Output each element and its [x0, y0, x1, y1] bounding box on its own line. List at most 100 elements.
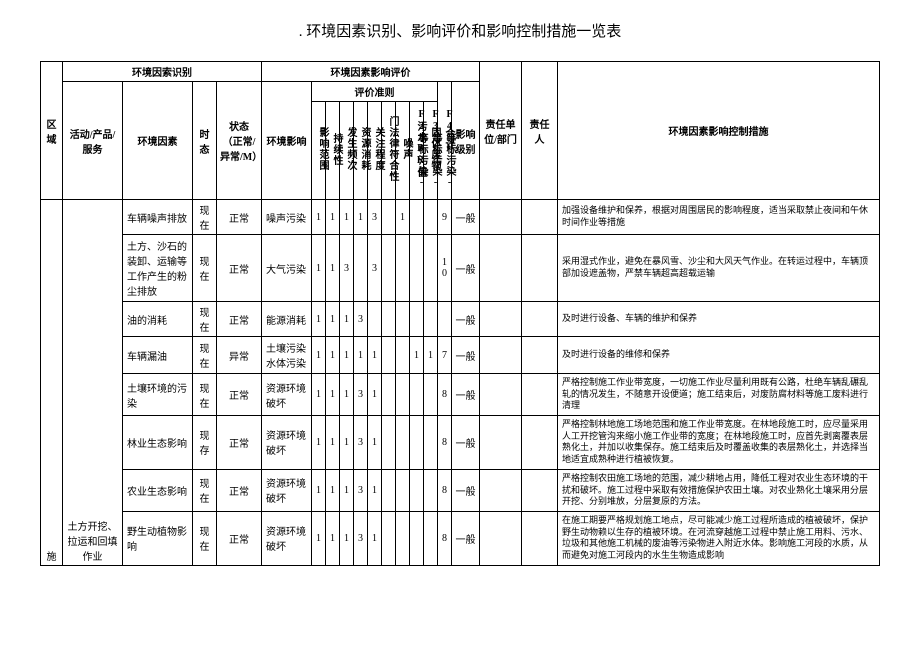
value-cell: 1 — [312, 235, 326, 302]
value-cell: 1 — [326, 469, 340, 511]
dept-cell — [480, 511, 522, 565]
h-region: 区域 — [41, 62, 63, 200]
value-cell: 9 — [438, 200, 452, 235]
state-cell: 正常 — [217, 511, 262, 565]
state-cell: 正常 — [217, 416, 262, 470]
measures-cell: 采用湿式作业，避免在暴风雪、沙尘和大风天气作业。在转运过程中，车辆顶部加设遮盖物… — [558, 235, 880, 302]
value-cell: 1 — [424, 337, 438, 374]
value-cell: 1 — [368, 337, 382, 374]
h-tense: 时态 — [193, 82, 217, 200]
value-cell: 3 — [368, 200, 382, 235]
level-cell: 一般 — [452, 235, 480, 302]
value-cell: 1 — [312, 416, 326, 470]
value-cell: 1 — [368, 469, 382, 511]
dept-cell — [480, 200, 522, 235]
table-row: 土壤环境的污染现在正常资源环境破坏111318一般严格控制施工作业带宽度，一切施… — [41, 374, 880, 416]
value-cell: 3 — [354, 374, 368, 416]
person-cell — [522, 469, 558, 511]
h-measures: 环境因素影响控制措施 — [558, 62, 880, 200]
level-cell: 一般 — [452, 416, 480, 470]
value-cell — [424, 511, 438, 565]
level-cell: 一般 — [452, 200, 480, 235]
state-cell: 正常 — [217, 469, 262, 511]
h-impact: 环境影响 — [262, 82, 312, 200]
tense-cell: 现在 — [193, 200, 217, 235]
state-cell: 正常 — [217, 302, 262, 337]
person-cell — [522, 337, 558, 374]
level-cell: 一般 — [452, 302, 480, 337]
value-cell: 8 — [438, 469, 452, 511]
level-cell: 一般 — [452, 511, 480, 565]
value-cell: 8 — [438, 511, 452, 565]
h-person: 责任人 — [522, 62, 558, 200]
value-cell — [382, 469, 396, 511]
dept-cell — [480, 374, 522, 416]
value-cell: 1 — [410, 337, 424, 374]
impact-cell: 土壤污染水体污染 — [262, 337, 312, 374]
value-cell — [382, 200, 396, 235]
level-cell: 一般 — [452, 374, 480, 416]
h-criteria: 评价准则 — [312, 82, 438, 102]
value-cell: 1 — [312, 511, 326, 565]
value-cell: 1 — [326, 511, 340, 565]
table-row: 野生动植物影响现在正常资源环境破坏111318一般在施工期要严格规划施工地点，尽… — [41, 511, 880, 565]
factor-cell: 土方、沙石的装卸、运输等工作产生的粉尘排放 — [123, 235, 193, 302]
value-cell: 1 — [354, 200, 368, 235]
value-cell — [410, 511, 424, 565]
tense-cell: 现存 — [193, 416, 217, 470]
dept-cell — [480, 416, 522, 470]
value-cell — [424, 235, 438, 302]
value-cell: 8 — [438, 374, 452, 416]
value-cell: 1 — [312, 469, 326, 511]
state-cell: 正常 — [217, 235, 262, 302]
value-cell: 1 — [340, 200, 354, 235]
value-cell — [410, 416, 424, 470]
dept-cell — [480, 469, 522, 511]
value-cell — [424, 302, 438, 337]
value-cell — [438, 302, 452, 337]
value-cell — [382, 511, 396, 565]
value-cell — [410, 200, 424, 235]
value-cell: 1 — [326, 416, 340, 470]
value-cell: 8 — [438, 416, 452, 470]
value-cell: 1 — [312, 374, 326, 416]
level-cell: 一般 — [452, 469, 480, 511]
factor-cell: 野生动植物影响 — [123, 511, 193, 565]
h-identify: 环境因索识别 — [63, 62, 262, 82]
value-cell — [382, 337, 396, 374]
person-cell — [522, 374, 558, 416]
impact-cell: 资源环境破坏 — [262, 469, 312, 511]
value-cell: 1 — [340, 511, 354, 565]
tense-cell: 现在 — [193, 235, 217, 302]
value-cell — [396, 416, 410, 470]
value-cell — [410, 374, 424, 416]
value-cell: 1 — [326, 200, 340, 235]
table-row: 施土方开挖、拉运和回填作业车辆噪声排放现在正常噪声污染1111319一般加强设备… — [41, 200, 880, 235]
table-row: 林业生态影响现存正常资源环境破坏111318一般严格控制林地施工场地范围和施工作… — [41, 416, 880, 470]
state-cell: 异常 — [217, 337, 262, 374]
value-cell: 1 — [312, 200, 326, 235]
measures-cell: 加强设备维护和保养，根据对周围居民的影响程度，适当采取禁止夜间和午休时间作业等措… — [558, 200, 880, 235]
person-cell — [522, 416, 558, 470]
measures-cell: 严格控制农田施工场地的范围，减少耕地占用，降低工程对农业生态环境的干扰和破坏。施… — [558, 469, 880, 511]
value-cell — [396, 337, 410, 374]
value-cell — [396, 469, 410, 511]
factor-cell: 车辆噪声排放 — [123, 200, 193, 235]
value-cell: 1 — [326, 302, 340, 337]
value-cell — [424, 200, 438, 235]
tense-cell: 现在 — [193, 374, 217, 416]
h-factor: 环境因素 — [123, 82, 193, 200]
h-activity: 活动/产品/服务 — [63, 82, 123, 200]
value-cell: 3 — [354, 416, 368, 470]
impact-cell: 噪声污染 — [262, 200, 312, 235]
value-cell: 1 — [326, 374, 340, 416]
measures-cell: 及时进行设备的维修和保养 — [558, 337, 880, 374]
value-cell: 1 — [396, 200, 410, 235]
value-cell: 1 — [340, 469, 354, 511]
measures-cell: 在施工期要严格规划施工地点，尽可能减少施工过程所造成的植被破坏，保护野生动物赖以… — [558, 511, 880, 565]
value-cell — [424, 416, 438, 470]
value-cell — [396, 235, 410, 302]
measures-cell: 严格控制林地施工场地范围和施工作业带宽度。在林地段施工时，应尽量采用人工开挖管沟… — [558, 416, 880, 470]
factor-cell: 油的消耗 — [123, 302, 193, 337]
dept-cell — [480, 302, 522, 337]
